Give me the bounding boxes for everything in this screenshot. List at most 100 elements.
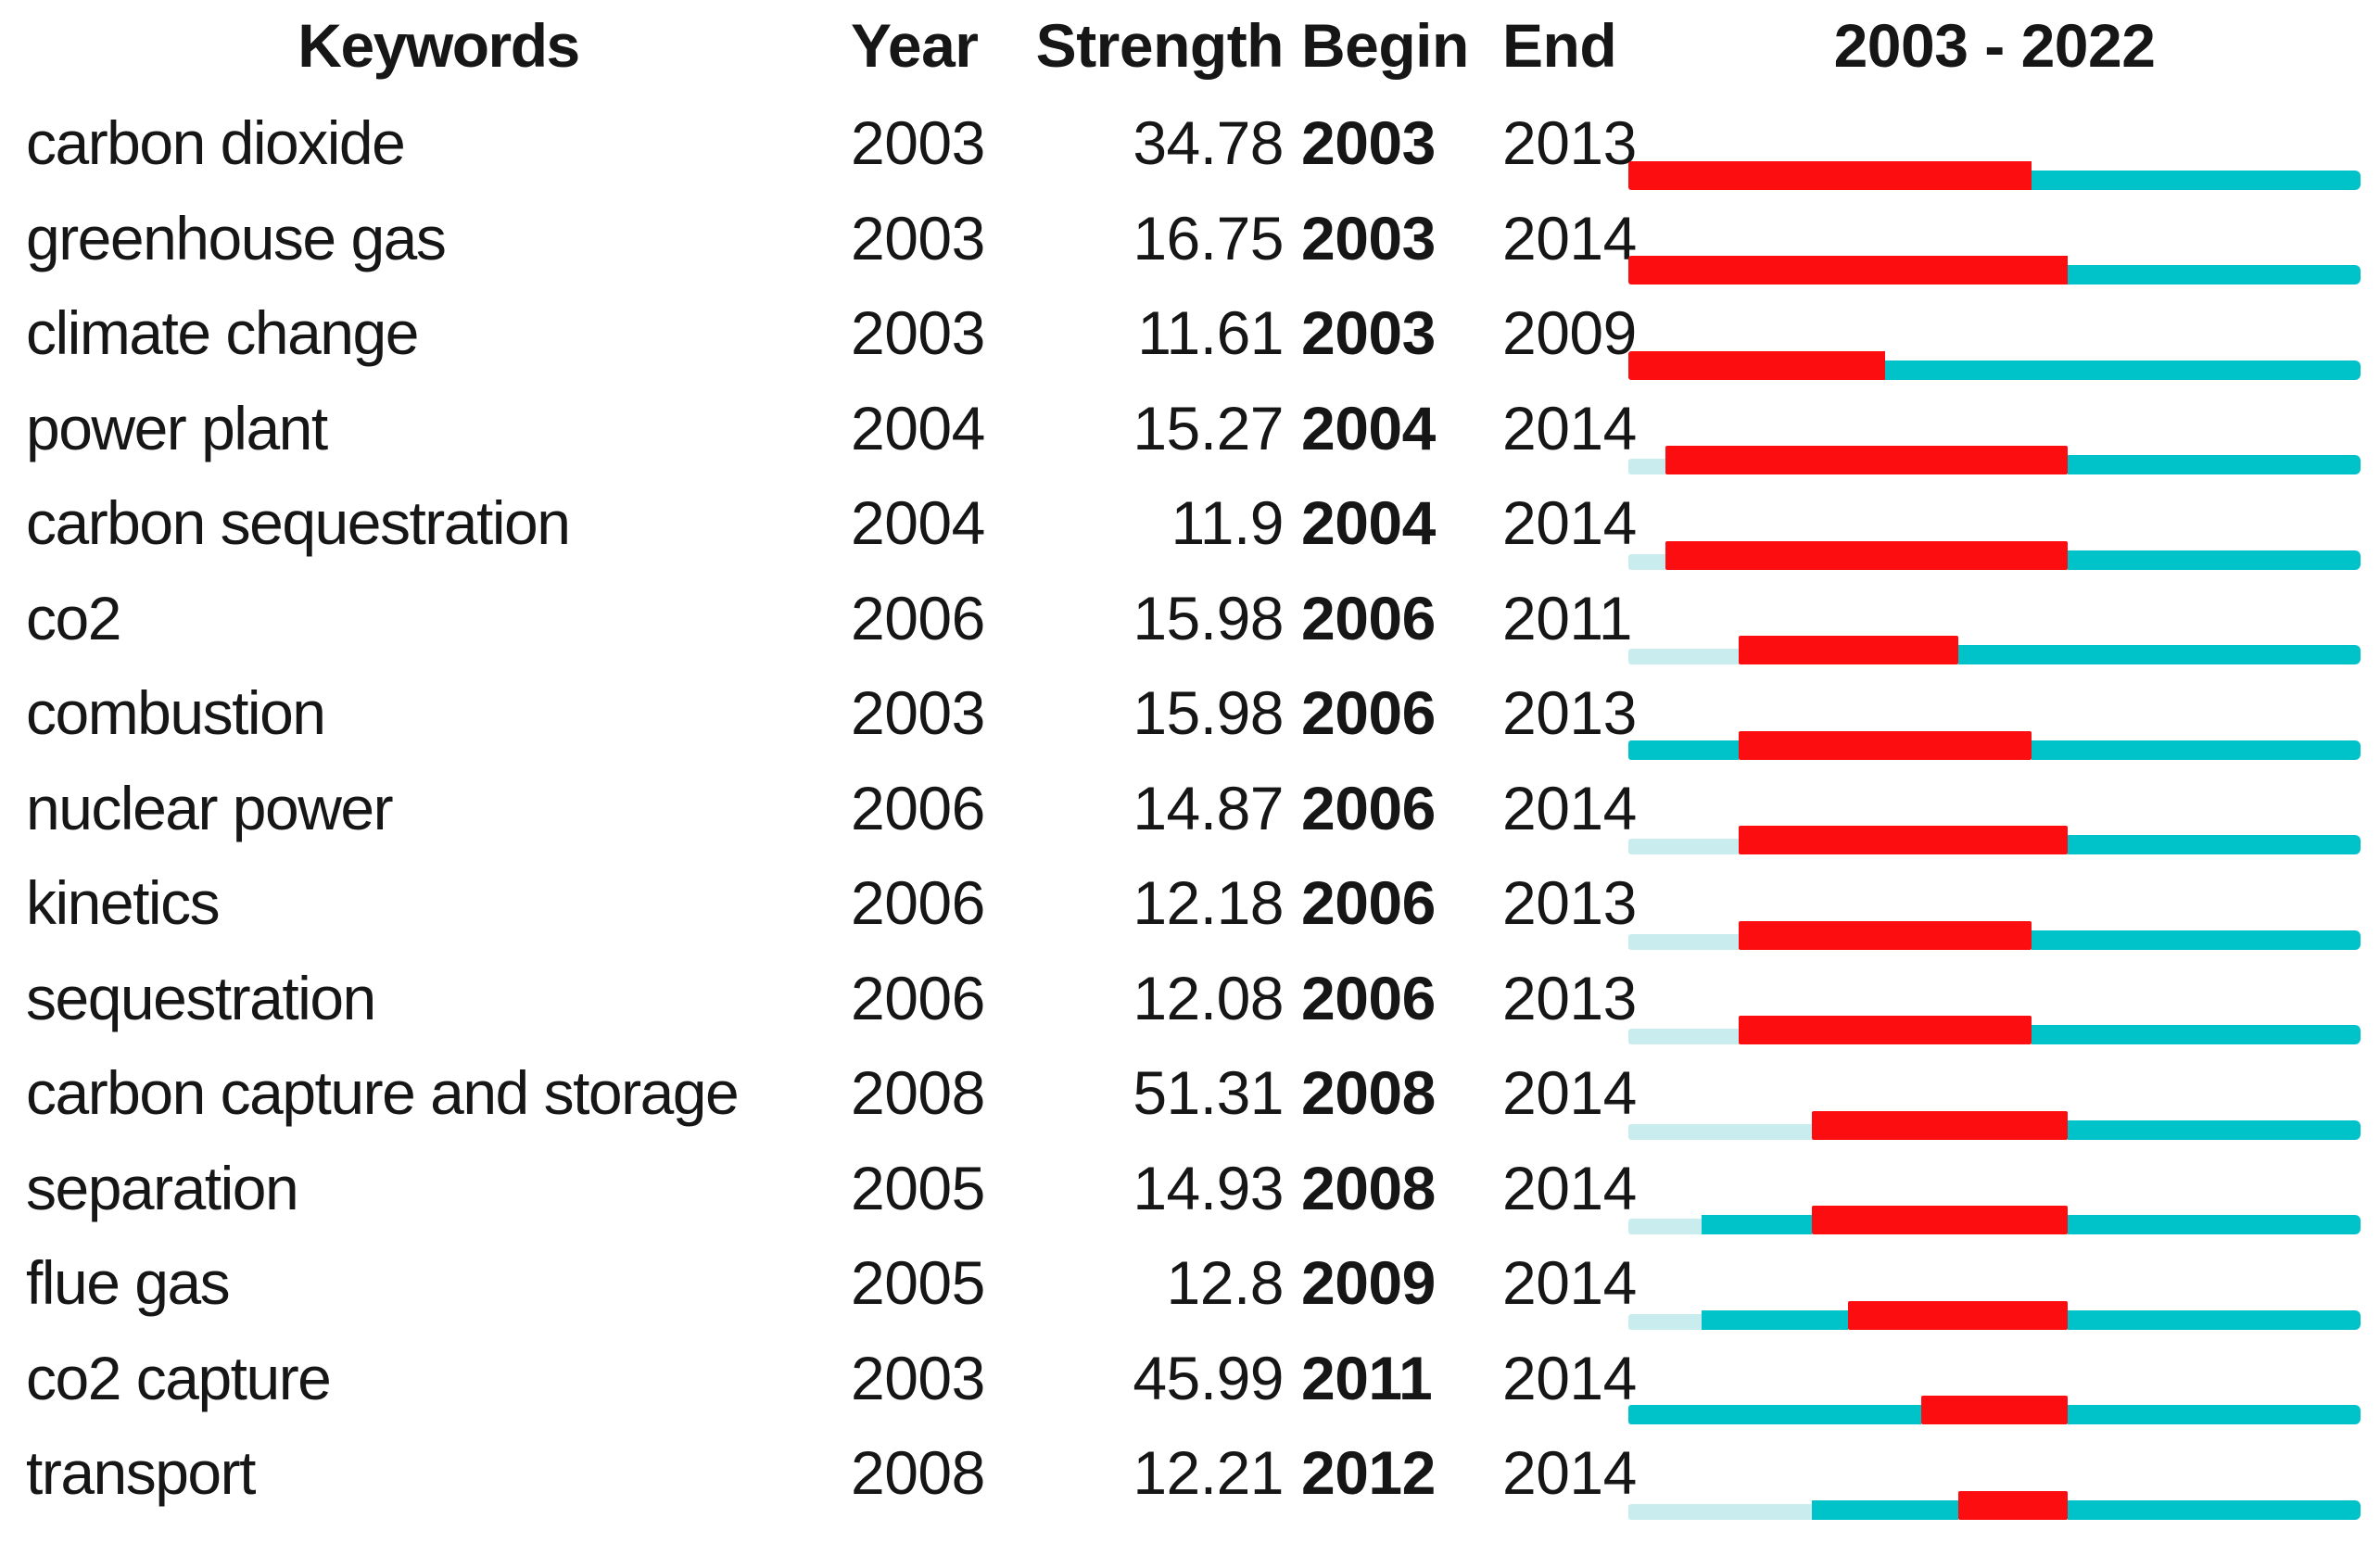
year-cell: 2008 [851,1058,985,1128]
year-cell: 2003 [851,1343,985,1412]
header-keywords: Keywords [298,11,580,80]
begin-cell: 2006 [1301,583,1436,652]
bar-segment-teal [2031,1025,2361,1044]
end-cell: 2014 [1502,203,1637,272]
timeline-bar-cell [1628,471,2361,570]
bar-segment-pale [1628,459,1665,474]
table-row: co2 capture 2003 45.99 2011 2014 [0,1326,2380,1424]
end-cell: 2014 [1502,1153,1637,1222]
timeline-bar-cell [1628,851,2361,950]
begin-cell: 2009 [1301,1248,1436,1318]
bar-segment-teal [1884,360,2361,380]
end-cell: 2014 [1502,1343,1637,1412]
end-cell: 2013 [1502,108,1637,178]
bar-segment-burst-red [1738,730,2032,760]
end-cell: 2014 [1502,773,1637,842]
strength-cell: 16.75 [1133,203,1284,272]
timeline-bar [1628,1490,2361,1520]
end-cell: 2014 [1502,1248,1637,1318]
timeline-bar [1628,1300,2361,1330]
strength-cell: 15.98 [1133,678,1284,748]
timeline-bar [1628,446,2361,474]
bar-segment-teal [2068,1405,2361,1424]
timeline-bar [1628,256,2361,285]
bar-segment-pale [1628,1503,1812,1520]
year-cell: 2006 [851,963,985,1032]
timeline-bar [1628,160,2361,190]
timeline-bar-cell [1628,1041,2361,1140]
year-cell: 2003 [851,108,985,178]
bar-segment-teal [2031,930,2361,950]
timeline-bar-cell [1628,946,2361,1044]
timeline-bar-cell [1628,1326,2361,1424]
bar-segment-teal [2068,1119,2361,1140]
keyword-cell: combustion [26,678,326,748]
bar-segment-teal [2068,455,2361,474]
header-end: End [1502,11,1617,80]
bar-segment-pale [1628,839,1739,854]
timeline-bar [1628,826,2361,854]
strength-cell: 45.99 [1133,1343,1284,1412]
bar-segment-teal [1811,1499,1958,1520]
keyword-cell: separation [26,1153,299,1222]
table-row: carbon sequestration 2004 11.9 2004 2014 [0,471,2380,570]
year-cell: 2005 [851,1248,985,1318]
keyword-cell: carbon capture and storage [26,1058,740,1128]
keyword-cell: greenhouse gas [26,203,447,272]
bar-segment-burst-red [1665,540,2068,570]
bar-segment-burst-red [1811,1206,2068,1234]
year-cell: 2004 [851,488,985,558]
bar-segment-pale [1628,1123,1812,1140]
table-row: power plant 2004 15.27 2004 2014 [0,376,2380,474]
timeline-bar-cell [1628,91,2361,190]
end-cell: 2014 [1502,393,1637,462]
bar-segment-teal [1702,1215,1812,1234]
bar-segment-teal [2068,1499,2361,1520]
timeline-bar-cell [1628,376,2361,474]
timeline-bar-cell [1628,756,2361,854]
end-cell: 2011 [1502,583,1632,652]
bar-segment-burst-red [1738,826,2068,854]
end-cell: 2014 [1502,488,1637,558]
bar-segment-teal [1628,740,1739,760]
year-cell: 2006 [851,773,985,842]
keyword-cell: sequestration [26,963,376,1032]
end-cell: 2013 [1502,868,1637,938]
year-cell: 2003 [851,203,985,272]
timeline-bar [1628,636,2361,664]
begin-cell: 2003 [1301,298,1436,368]
timeline-bar-cell [1628,566,2361,664]
begin-cell: 2003 [1301,203,1436,272]
strength-cell: 11.61 [1137,298,1284,368]
keyword-cell: carbon sequestration [26,488,571,558]
bar-segment-pale [1628,649,1739,664]
begin-cell: 2011 [1301,1343,1433,1412]
keyword-cell: transport [26,1438,256,1508]
header-begin: Begin [1301,11,1469,80]
year-cell: 2006 [851,583,985,652]
bar-segment-burst-red [1738,1016,2032,1044]
end-cell: 2014 [1502,1438,1637,1508]
year-cell: 2003 [851,678,985,748]
year-cell: 2003 [851,298,985,368]
bar-segment-burst-red [1628,160,2032,190]
strength-cell: 14.93 [1133,1153,1284,1222]
begin-cell: 2004 [1301,488,1436,558]
table-row: climate change 2003 11.61 2003 2009 [0,281,2380,380]
bar-segment-teal [2068,1215,2361,1234]
strength-cell: 14.87 [1133,773,1284,842]
year-cell: 2004 [851,393,985,462]
bar-segment-teal [1628,1405,1921,1424]
bar-segment-teal [2031,740,2361,760]
year-cell: 2005 [851,1153,985,1222]
timeline-bar [1628,730,2361,760]
bar-segment-teal [2068,550,2361,570]
begin-cell: 2008 [1301,1153,1436,1222]
header-timeline: 2003 - 2022 [1833,11,2156,80]
timeline-bar [1628,1016,2361,1044]
header-strength: Strength [1035,11,1285,80]
end-cell: 2013 [1502,963,1637,1032]
header-row: Keywords Year Strength Begin End 2003 - … [0,0,2380,91]
bar-segment-teal [2068,265,2361,285]
